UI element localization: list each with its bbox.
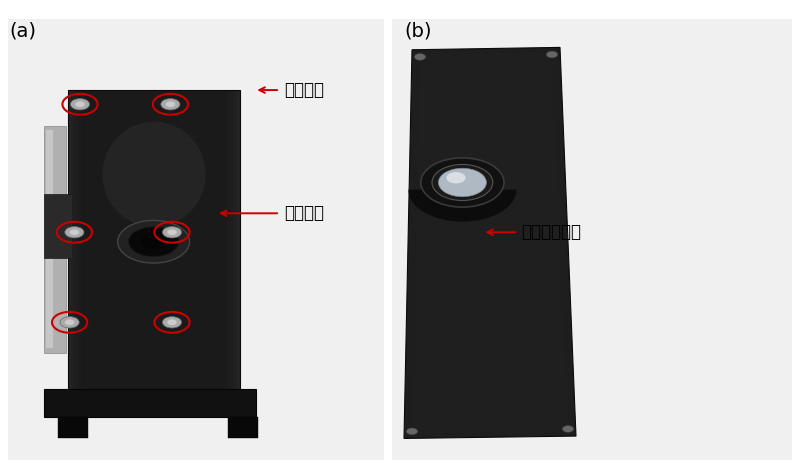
Circle shape — [70, 99, 90, 110]
Circle shape — [128, 227, 178, 257]
Circle shape — [70, 229, 79, 235]
Bar — [44, 194, 72, 258]
Circle shape — [60, 317, 79, 328]
Circle shape — [546, 51, 558, 58]
Circle shape — [161, 99, 180, 110]
Circle shape — [562, 426, 574, 432]
Text: (a): (a) — [10, 21, 37, 40]
Circle shape — [118, 220, 190, 263]
Circle shape — [162, 317, 182, 328]
Bar — [228, 417, 258, 438]
Text: 灯箱后盖: 灯箱后盖 — [284, 204, 324, 222]
Circle shape — [438, 168, 486, 197]
Circle shape — [406, 428, 418, 435]
Bar — [81, 90, 227, 391]
Circle shape — [162, 227, 182, 238]
Text: 内球面反射镜: 内球面反射镜 — [521, 223, 581, 241]
Bar — [71, 90, 237, 391]
Circle shape — [65, 227, 84, 238]
Bar — [46, 130, 53, 348]
Bar — [68, 90, 240, 391]
Bar — [44, 389, 256, 417]
Ellipse shape — [102, 122, 206, 227]
Bar — [44, 126, 66, 353]
Circle shape — [446, 172, 466, 183]
Circle shape — [166, 101, 175, 107]
Circle shape — [141, 234, 166, 249]
Circle shape — [167, 229, 177, 235]
Bar — [58, 417, 88, 438]
Circle shape — [432, 164, 493, 201]
Text: (b): (b) — [404, 21, 431, 40]
Circle shape — [65, 319, 74, 325]
Circle shape — [414, 54, 426, 60]
Polygon shape — [412, 52, 568, 434]
Polygon shape — [404, 47, 576, 438]
Bar — [392, 19, 792, 460]
Bar — [8, 19, 384, 460]
Bar — [78, 90, 230, 391]
Circle shape — [75, 101, 85, 107]
Bar — [74, 90, 234, 391]
Bar — [68, 90, 240, 391]
Wedge shape — [408, 190, 517, 222]
Text: 固定贚钉: 固定贚钉 — [284, 81, 324, 99]
Circle shape — [421, 158, 504, 207]
Circle shape — [167, 319, 177, 325]
